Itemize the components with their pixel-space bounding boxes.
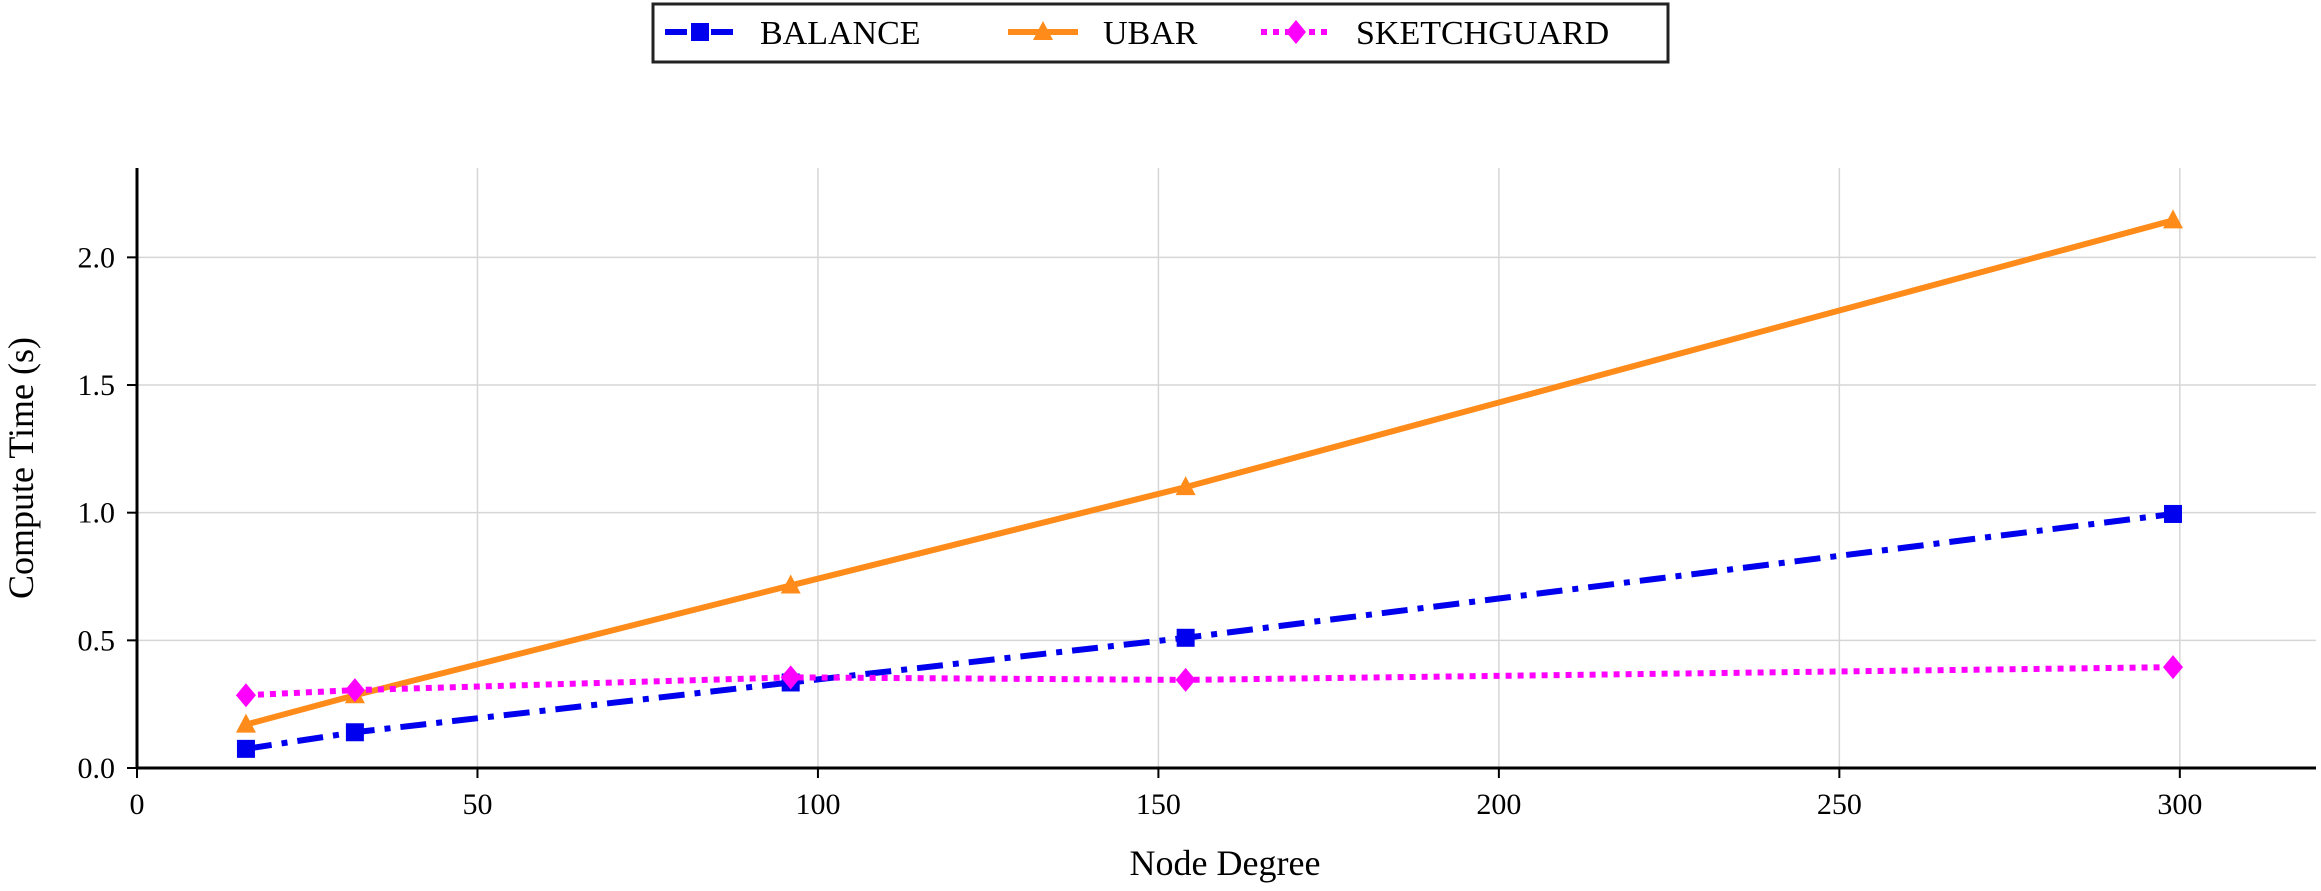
x-tick-label: 200 <box>1476 788 1521 821</box>
series-line-sketchguard <box>245 664 2174 699</box>
data-point-balance <box>236 739 255 758</box>
y-tick-label: 0.0 <box>78 752 116 785</box>
x-tick-label: 250 <box>1817 788 1862 821</box>
legend-marker-sketchguard <box>1286 20 1306 44</box>
y-tick-label: 2.0 <box>78 241 116 274</box>
legend-marker-ubar <box>1033 21 1053 40</box>
legend-label-balance: BALANCE <box>760 15 921 52</box>
series-group <box>235 209 2184 758</box>
data-point-ubar <box>1175 476 1196 496</box>
series-line-ubar <box>245 217 2174 728</box>
data-point-sketchguard <box>1175 667 1196 692</box>
data-point-balance <box>1176 628 1195 647</box>
x-tick-label: 0 <box>130 788 145 821</box>
data-point-sketchguard <box>2163 655 2184 680</box>
data-point-balance <box>345 723 364 742</box>
y-ticks: 0.0 0.5 1.0 1.5 2.0 <box>78 241 137 785</box>
legend-label-ubar: UBAR <box>1103 15 1198 52</box>
x-tick-label: 50 <box>462 788 492 821</box>
grid-lines <box>136 168 2316 769</box>
x-tick-label: 300 <box>2157 788 2202 821</box>
x-tick-label: 150 <box>1136 788 1181 821</box>
data-point-ubar <box>780 574 801 594</box>
y-tick-label: 0.5 <box>78 624 116 657</box>
data-point-sketchguard <box>780 665 801 690</box>
legend: BALANCE UBAR SKETCHGUARD <box>651 2 1670 64</box>
x-ticks: 0 50 100 150 200 250 300 <box>130 768 2202 821</box>
data-point-ubar <box>2163 209 2184 229</box>
y-tick-label: 1.5 <box>78 369 116 402</box>
data-point-balance <box>2164 504 2183 523</box>
y-tick-label: 1.0 <box>78 497 116 530</box>
axes <box>135 168 2316 770</box>
series-line-balance <box>245 510 2174 752</box>
legend-box <box>651 2 1670 64</box>
data-point-sketchguard <box>235 683 256 708</box>
x-axis-title: Node Degree <box>1130 843 1321 883</box>
x-tick-label: 100 <box>795 788 840 821</box>
y-axis-title: Compute Time (s) <box>1 337 41 599</box>
legend-label-sketchguard: SKETCHGUARD <box>1356 15 1609 52</box>
data-point-ubar <box>235 713 256 733</box>
data-point-sketchguard <box>344 678 365 703</box>
legend-marker-balance <box>691 23 709 41</box>
